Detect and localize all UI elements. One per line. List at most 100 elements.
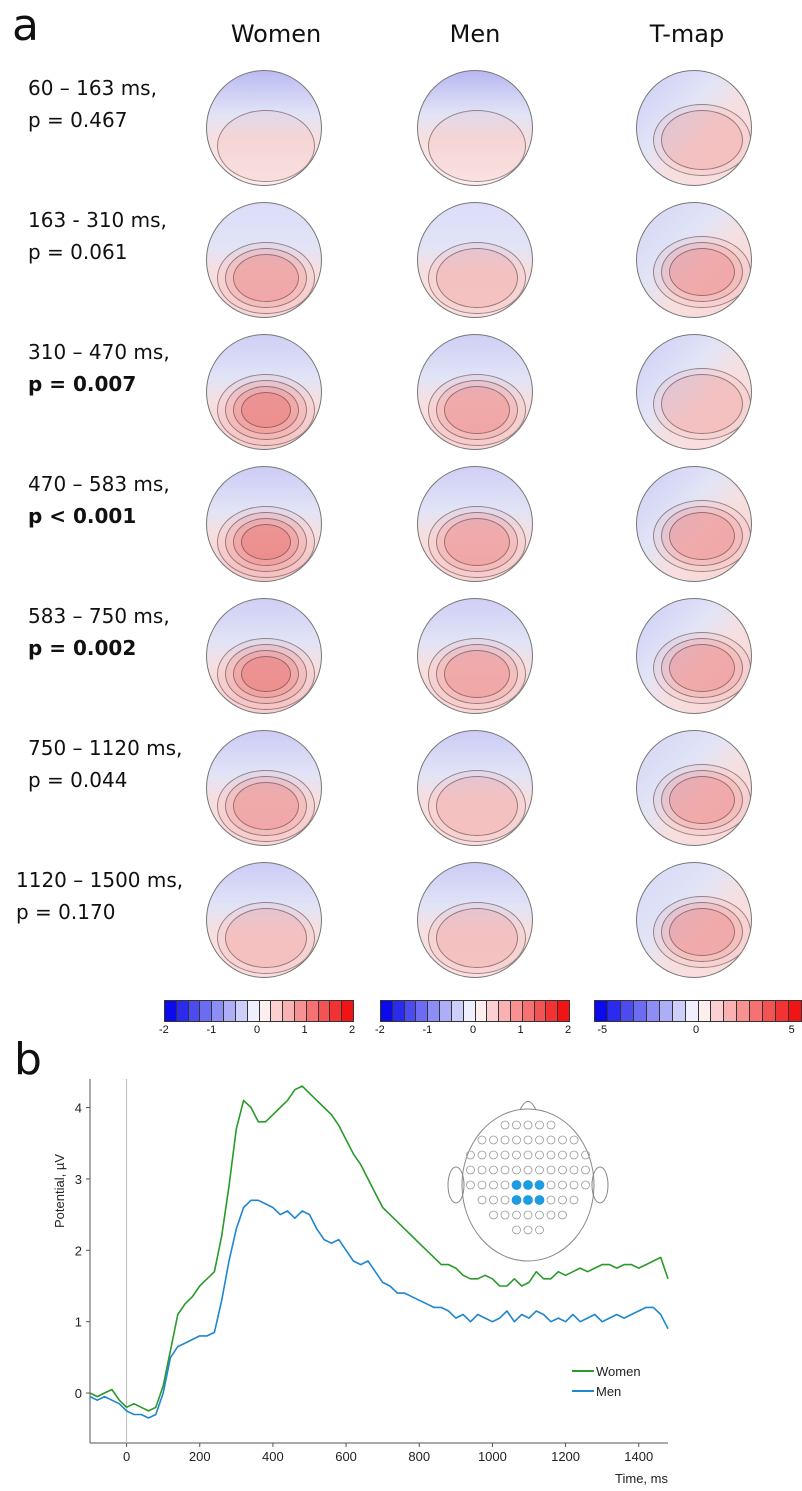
electrode [523, 1225, 533, 1235]
erp-line-chart: 0 200 400 600 800 1000 1200 1400 0 1 2 3 4 Time, ms Po… [52, 1079, 669, 1486]
x-tick-label: 1400 [624, 1449, 653, 1464]
y-axis-label: Potential, µV [52, 1154, 67, 1228]
row-label: 750 – 1120 ms, p = 0.044 [28, 732, 182, 796]
electrode [546, 1195, 556, 1205]
colorbar-cell [607, 1001, 621, 1021]
chart-legend: Women Men [572, 1364, 641, 1399]
electrode [546, 1165, 556, 1175]
colorbar-cell [763, 1001, 777, 1021]
colorbar-cell [259, 1001, 272, 1021]
colorbar-cell [620, 1001, 634, 1021]
colorbar-cell [416, 1001, 429, 1021]
p-value: p = 0.061 [28, 240, 128, 264]
colorbar: -5 0 5 [594, 1000, 802, 1036]
colorbar-cell [440, 1001, 452, 1021]
colorbar-tick-label: 0 [693, 1024, 700, 1036]
contour-ring [436, 248, 518, 308]
contour-ring [661, 110, 743, 170]
x-tick-label: 200 [189, 1449, 211, 1464]
colorbar-cell [737, 1001, 751, 1021]
electrode [477, 1150, 487, 1160]
colorbar-cell [685, 1001, 699, 1021]
colorbar-tick-label: 1 [301, 1024, 308, 1036]
colorbar-cell [176, 1001, 189, 1021]
p-value: p = 0.170 [16, 900, 116, 924]
colorbar-cell [428, 1001, 441, 1021]
row-label: 60 – 163 ms, p = 0.467 [28, 72, 157, 136]
electrode-head-icon [447, 1101, 609, 1262]
y-tick-label: 3 [75, 1172, 82, 1187]
contour-ring [436, 908, 518, 968]
colorbar-cell [633, 1001, 647, 1021]
electrode [535, 1165, 544, 1175]
colorbar-cell [188, 1001, 201, 1021]
contour-ring [669, 512, 735, 560]
x-axis-label: Time, ms [615, 1471, 668, 1486]
topomap-men [417, 70, 533, 186]
colorbar-cell [646, 1001, 660, 1021]
topomap-men [417, 334, 533, 450]
colorbar-cell [165, 1001, 177, 1021]
colorbar-cell [698, 1001, 712, 1021]
electrode [512, 1135, 521, 1145]
contour-ring [233, 254, 299, 302]
electrode-selected [523, 1195, 533, 1205]
topomap-women [206, 466, 322, 582]
row-label: 583 – 750 ms, p = 0.002 [28, 600, 170, 664]
electrode [535, 1225, 544, 1235]
electrode-selected [534, 1195, 545, 1205]
y-tick-label: 1 [75, 1315, 82, 1330]
electrode-selected [534, 1180, 545, 1190]
contour-ring [225, 908, 307, 968]
row-label: 1120 – 1500 ms, p = 0.170 [16, 864, 183, 928]
electrode [546, 1120, 556, 1130]
colorbar-tick-label: 2 [349, 1024, 356, 1036]
topomap-tmap [636, 334, 752, 450]
colorbar-cell [558, 1001, 569, 1021]
topomap-tmap [636, 70, 752, 186]
colorbar-cell [750, 1001, 764, 1021]
electrode [477, 1165, 487, 1175]
colorbar-cell [306, 1001, 319, 1021]
colorbar-cell [487, 1001, 500, 1021]
contour-ring [669, 776, 735, 824]
colorbar-cell [499, 1001, 511, 1021]
electrode [569, 1165, 579, 1175]
colorbar-tick-label: -1 [206, 1024, 217, 1036]
electrode [500, 1165, 510, 1175]
electrode [558, 1150, 567, 1160]
electrode [466, 1180, 475, 1190]
colorbar-cell [711, 1001, 725, 1021]
colorbar-tick-label: -1 [422, 1024, 433, 1036]
p-value: p = 0.467 [28, 108, 128, 132]
electrode [546, 1135, 556, 1145]
electrode [512, 1210, 521, 1220]
time-window: 583 – 750 ms, [28, 604, 170, 628]
contour-ring [233, 782, 299, 830]
electrode [569, 1135, 579, 1145]
electrode [535, 1135, 544, 1145]
colorbar-tick-label: -2 [159, 1024, 169, 1036]
p-value: p = 0.002 [28, 636, 137, 660]
electrode [477, 1195, 487, 1205]
electrode [581, 1165, 590, 1175]
electrode [546, 1180, 556, 1190]
colorbar-cell [342, 1001, 353, 1021]
legend-label: Women [596, 1364, 641, 1379]
electrode [512, 1225, 521, 1235]
topomap-tmap [636, 466, 752, 582]
topomap-women [206, 862, 322, 978]
topomap-women [206, 70, 322, 186]
electrode-selected [523, 1180, 533, 1190]
topomap-tmap [636, 598, 752, 714]
electrode [523, 1150, 533, 1160]
colorbar-cell [318, 1001, 331, 1021]
column-header-women: Women [230, 20, 322, 48]
electrode [500, 1210, 510, 1220]
topomap-women [206, 334, 322, 450]
electrode [523, 1210, 533, 1220]
colorbar-cell [595, 1001, 608, 1021]
x-tick-label: 400 [262, 1449, 284, 1464]
contour-ring [661, 374, 743, 434]
colorbar-cell [776, 1001, 790, 1021]
